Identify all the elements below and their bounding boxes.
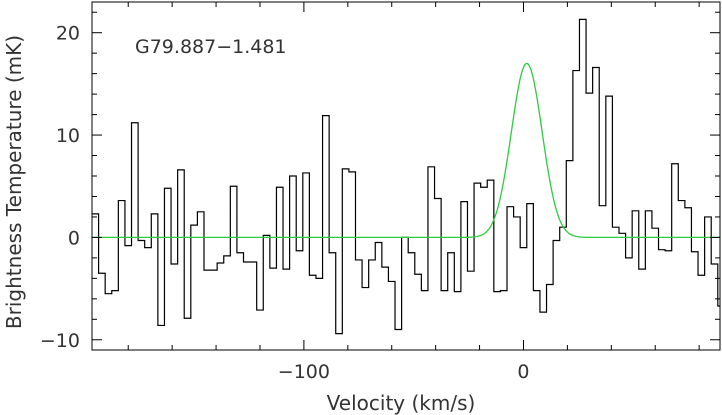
spectrum-histogram-line [92, 18, 720, 335]
y-tick-label: 0 [68, 227, 80, 249]
x-axis-label: Velocity (km/s) [327, 391, 476, 415]
source-name-annotation: G79.887−1.481 [135, 36, 287, 58]
y-tick-label: 20 [56, 23, 80, 45]
x-tick-label: −100 [278, 361, 330, 383]
y-tick-label: −10 [40, 330, 80, 352]
y-axis-label: Brightness Temperature (mK) [2, 35, 26, 329]
x-tick-label: 0 [517, 361, 529, 383]
y-tick-label: 10 [56, 125, 80, 147]
gaussian-fit-line [92, 62, 720, 239]
